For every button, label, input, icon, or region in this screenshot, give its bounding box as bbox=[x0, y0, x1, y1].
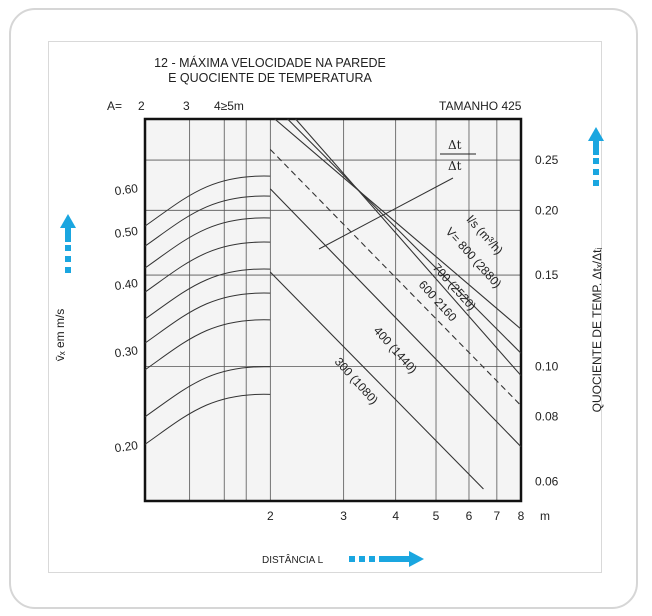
x-tick-label: 4 bbox=[392, 509, 399, 523]
right-up-arrow-icon bbox=[588, 127, 604, 186]
arrow-dash bbox=[593, 158, 599, 164]
y-right-tick-label: 0.06 bbox=[535, 474, 559, 488]
arrow-dash bbox=[65, 245, 71, 251]
y-right-tick-label: 0.25 bbox=[535, 153, 559, 167]
x-tick-label: 8 bbox=[518, 509, 525, 523]
right-arrow-icon bbox=[349, 551, 424, 567]
arrow-head bbox=[60, 214, 76, 228]
arrow-head bbox=[409, 551, 424, 567]
arrow-shaft bbox=[593, 141, 599, 155]
y-left-tick-label: 0.50 bbox=[114, 224, 139, 241]
arrow-dash bbox=[593, 169, 599, 175]
arrow-dash bbox=[359, 556, 365, 562]
arrow-dash bbox=[349, 556, 355, 562]
x-axis-label: DISTÂNCIA L bbox=[262, 553, 324, 566]
x-tick-label: 7 bbox=[494, 509, 501, 523]
y-right-tick-label: 0.08 bbox=[535, 410, 559, 424]
left-up-arrow-icon bbox=[60, 214, 76, 273]
arrow-dash bbox=[369, 556, 375, 562]
y-right-tick-label: 0.20 bbox=[535, 203, 559, 217]
y-right-tick-label: 0.10 bbox=[535, 359, 559, 373]
arrow-shaft bbox=[379, 556, 409, 562]
x-tick-label: 5 bbox=[433, 509, 440, 523]
arrow-dash bbox=[65, 267, 71, 273]
x-unit-label: m bbox=[540, 509, 550, 523]
annotation-denominator: Δt bbox=[448, 159, 462, 173]
arrow-dash bbox=[593, 180, 599, 186]
arrow-shaft bbox=[65, 228, 71, 242]
x-tick-label: 2 bbox=[267, 509, 274, 523]
arrow-dash bbox=[65, 256, 71, 262]
y-left-tick-label: 0.40 bbox=[114, 276, 139, 293]
y-right-tick-label: 0.15 bbox=[535, 268, 559, 282]
y-left-tick-label: 0.30 bbox=[114, 343, 139, 360]
x-tick-label: 6 bbox=[466, 509, 473, 523]
annotation-numerator: Δt bbox=[448, 138, 462, 152]
plot-area bbox=[145, 119, 521, 501]
x-tick-label: 3 bbox=[340, 509, 347, 523]
y-left-tick-label: 0.20 bbox=[114, 438, 139, 455]
arrow-head bbox=[588, 127, 604, 141]
y-left-tick-label: 0.60 bbox=[114, 181, 139, 198]
